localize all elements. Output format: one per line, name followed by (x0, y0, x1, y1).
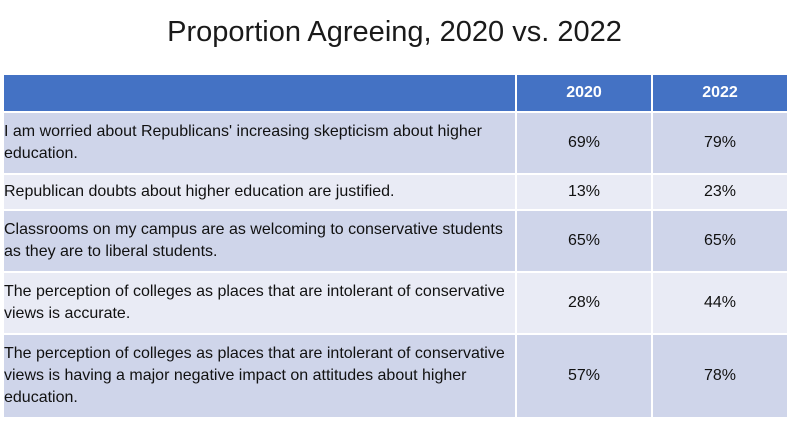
statement-cell: Classrooms on my campus are as welcoming… (2, 209, 517, 273)
table-row: Republican doubts about higher education… (2, 173, 789, 211)
value-2022-cell: 44% (651, 271, 789, 335)
header-2022: 2022 (651, 73, 789, 113)
statement-cell: I am worried about Republicans' increasi… (2, 111, 517, 175)
table-row: Classrooms on my campus are as welcoming… (2, 209, 789, 273)
value-2022-cell: 78% (651, 333, 789, 419)
value-2022-cell: 23% (651, 173, 789, 211)
table-row: The perception of colleges as places tha… (2, 333, 789, 419)
statement-cell: The perception of colleges as places tha… (2, 333, 517, 419)
value-2020-cell: 57% (515, 333, 653, 419)
value-2020-cell: 65% (515, 209, 653, 273)
value-2022-cell: 65% (651, 209, 789, 273)
table-row: I am worried about Republicans' increasi… (2, 111, 789, 175)
value-2022-cell: 79% (651, 111, 789, 175)
statement-cell: The perception of colleges as places tha… (2, 271, 517, 335)
value-2020-cell: 69% (515, 111, 653, 175)
data-table: 2020 2022 I am worried about Republicans… (2, 73, 789, 419)
table-row: The perception of colleges as places tha… (2, 271, 789, 335)
header-statement (2, 73, 517, 113)
value-2020-cell: 28% (515, 271, 653, 335)
value-2020-cell: 13% (515, 173, 653, 211)
statement-cell: Republican doubts about higher education… (2, 173, 517, 211)
header-row: 2020 2022 (2, 73, 789, 113)
header-2020: 2020 (515, 73, 653, 113)
chart-title: Proportion Agreeing, 2020 vs. 2022 (167, 16, 622, 48)
